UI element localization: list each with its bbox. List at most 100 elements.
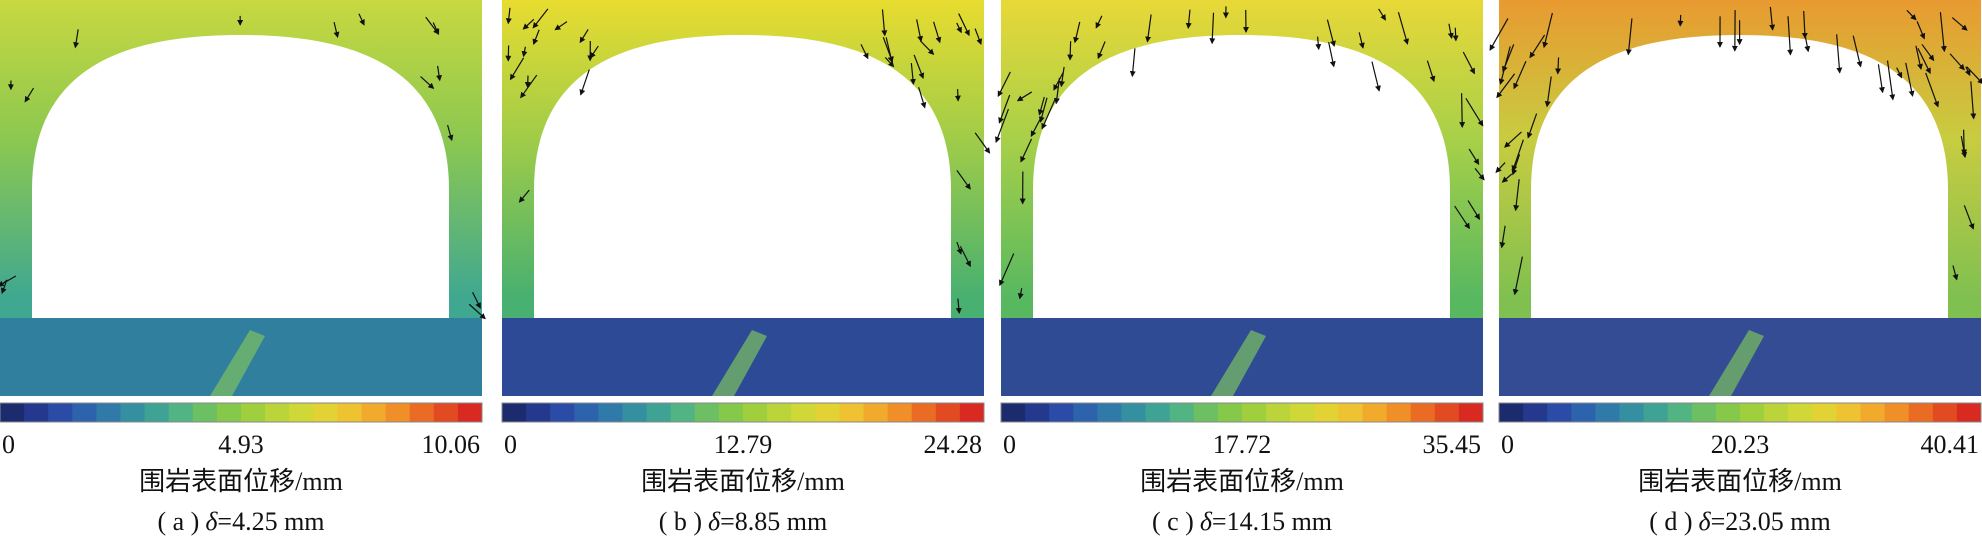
displacement-arrow bbox=[1801, 10, 1808, 39]
colorbar-swatch bbox=[24, 403, 49, 422]
displacement-arrow bbox=[333, 22, 340, 38]
colorbar-tick-label: 4.93 bbox=[218, 430, 264, 459]
colorbar-swatch bbox=[48, 403, 73, 422]
colorbar-swatch bbox=[313, 403, 338, 422]
colorbar-swatch bbox=[216, 403, 242, 422]
displacement-arrow bbox=[358, 13, 365, 26]
displacement-arrow bbox=[1769, 6, 1776, 31]
displacement-arrow bbox=[1016, 91, 1033, 102]
colorbar-swatch bbox=[574, 403, 599, 422]
colorbar-swatch bbox=[1049, 403, 1074, 422]
displacement-arrow bbox=[909, 63, 916, 86]
displacement-arrow bbox=[885, 37, 894, 63]
displacement-arrow bbox=[974, 132, 991, 154]
displacement-arrow bbox=[958, 13, 970, 37]
colorbar-swatch bbox=[863, 403, 889, 422]
colorbar-tick-label: 10.06 bbox=[422, 430, 481, 459]
colorbar-swatch bbox=[1073, 403, 1098, 422]
displacement-arrow bbox=[436, 65, 442, 82]
colorbar-swatch bbox=[718, 403, 744, 422]
colorbar-swatch bbox=[1434, 403, 1460, 422]
colorbar-swatch bbox=[1145, 403, 1171, 422]
colorbar-swatch bbox=[1932, 403, 1958, 422]
colorbar-swatch bbox=[1884, 403, 1910, 422]
colorbar-tick-label: 0 bbox=[504, 430, 517, 459]
colorbar-swatch bbox=[815, 403, 840, 422]
colorbar-swatch bbox=[839, 403, 864, 422]
colorbar-label: 围岩表面位移/mm bbox=[1140, 467, 1344, 496]
displacement-arrow bbox=[1496, 73, 1516, 99]
colorbar-swatch bbox=[1908, 403, 1934, 422]
colorbar-swatch bbox=[1338, 403, 1363, 422]
colorbar-swatch bbox=[1619, 403, 1645, 422]
colorbar-swatch bbox=[1097, 403, 1122, 422]
displacement-arrow bbox=[1041, 98, 1057, 130]
displacement-arrow bbox=[956, 241, 963, 255]
displacement-arrow bbox=[1459, 93, 1466, 129]
displacement-arrow bbox=[1939, 12, 1947, 53]
caption: ( c ) δ=14.15 mm bbox=[1152, 507, 1332, 536]
displacement-arrow bbox=[1498, 46, 1511, 85]
colorbar-swatch bbox=[1595, 403, 1620, 422]
colorbar bbox=[1000, 402, 1484, 423]
displacement-arrow bbox=[1951, 17, 1968, 31]
displacement-arrow bbox=[1017, 288, 1024, 300]
displacement-arrow bbox=[955, 298, 962, 314]
displacement-arrow bbox=[1378, 8, 1386, 21]
colorbar-swatch bbox=[1740, 403, 1765, 422]
caption: ( b ) δ=8.85 mm bbox=[659, 507, 828, 536]
contour-image bbox=[1489, 0, 1982, 396]
caption-value: =14.15 mm bbox=[1212, 507, 1332, 536]
displacement-arrow bbox=[1544, 76, 1552, 108]
displacement-arrow bbox=[1877, 64, 1885, 94]
colorbar-swatch bbox=[1571, 403, 1596, 422]
colorbar-swatch bbox=[96, 403, 121, 422]
colorbar-swatch bbox=[1691, 403, 1717, 422]
caption-value: =23.05 mm bbox=[1711, 507, 1831, 536]
colorbar-tick-label: 12.79 bbox=[714, 430, 773, 459]
floor-streak bbox=[210, 330, 265, 396]
displacement-arrow bbox=[579, 29, 589, 44]
displacement-arrow bbox=[1454, 205, 1470, 230]
displacement-arrow bbox=[1542, 12, 1553, 49]
colorbar-swatch bbox=[1217, 403, 1243, 422]
colorbar-swatch bbox=[598, 403, 623, 422]
displacement-arrow bbox=[1097, 41, 1106, 60]
displacement-arrow bbox=[1452, 27, 1459, 42]
colorbar-swatch bbox=[457, 403, 483, 422]
colorbar-swatch bbox=[791, 403, 816, 422]
colorbar-swatch bbox=[433, 403, 459, 422]
displacement-arrow bbox=[0, 275, 17, 287]
colorbar-swatch bbox=[241, 403, 266, 422]
colorbar bbox=[1498, 402, 1982, 423]
displacement-arrow bbox=[1053, 72, 1064, 91]
caption: ( a ) δ=4.25 mm bbox=[157, 507, 324, 536]
colorbar bbox=[0, 402, 483, 423]
displacement-arrow bbox=[532, 8, 549, 29]
displacement-arrow bbox=[1555, 57, 1562, 75]
colorbar-swatch bbox=[887, 403, 913, 422]
colorbar-tick-label: 0 bbox=[2, 430, 15, 459]
displacement-arrow bbox=[974, 28, 982, 45]
colorbar-swatch bbox=[526, 403, 551, 422]
displacement-arrow bbox=[505, 7, 512, 25]
displacement-arrow bbox=[1512, 256, 1523, 296]
displacement-arrow bbox=[1787, 16, 1794, 56]
displacement-arrow bbox=[1529, 34, 1546, 59]
colorbar-swatch bbox=[72, 403, 97, 422]
colorbar-swatch bbox=[959, 403, 985, 422]
colorbar-swatch bbox=[1290, 403, 1315, 422]
colorbar-swatch bbox=[502, 403, 527, 422]
displacement-arrow bbox=[1964, 66, 1971, 77]
displacement-arrow bbox=[420, 76, 435, 89]
colorbar-frame bbox=[1000, 402, 1484, 423]
displacement-arrow bbox=[1426, 60, 1436, 83]
caption-label: ( c ) bbox=[1152, 507, 1194, 536]
displacement-arrow bbox=[1504, 131, 1522, 148]
displacement-arrow bbox=[1328, 42, 1336, 68]
colorbar-swatch bbox=[168, 403, 194, 422]
displacement-arrow bbox=[1468, 148, 1480, 166]
displacement-arrow bbox=[1037, 96, 1045, 116]
displacement-arrow bbox=[1511, 154, 1521, 176]
